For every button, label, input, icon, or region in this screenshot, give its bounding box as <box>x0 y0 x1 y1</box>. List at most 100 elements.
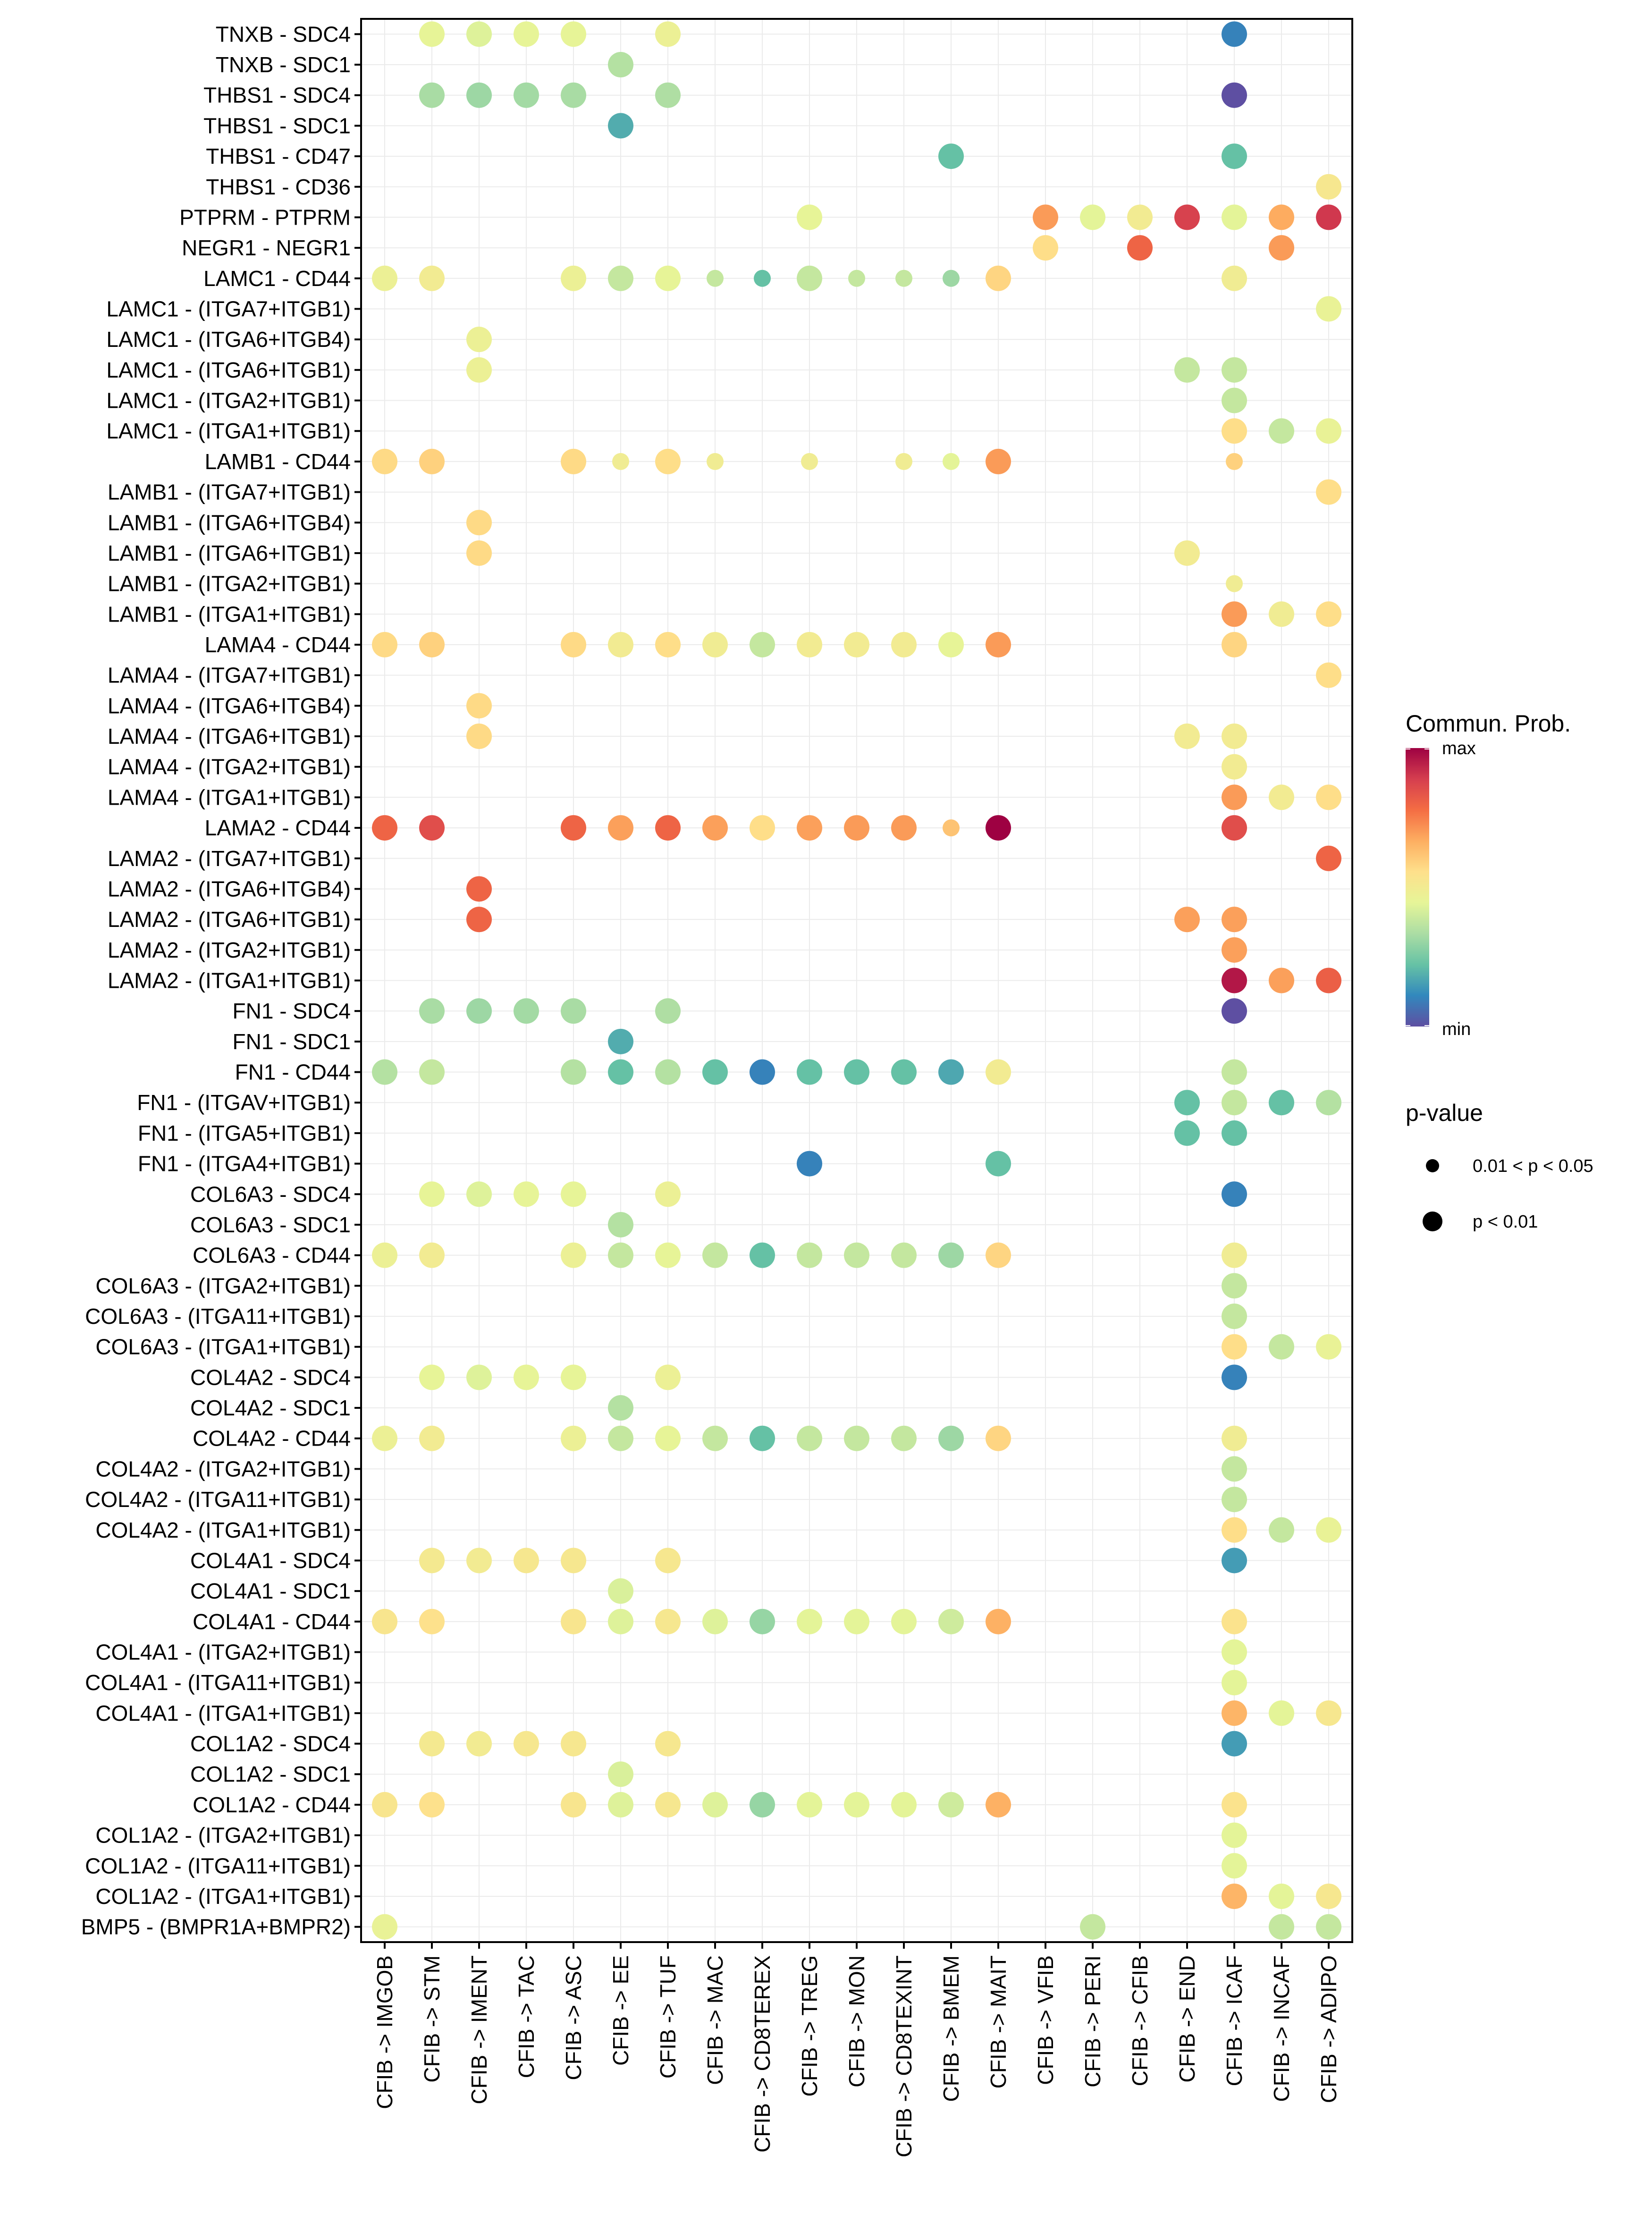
data-point <box>561 1059 586 1085</box>
data-point <box>608 113 633 139</box>
data-point <box>1222 1853 1247 1879</box>
data-point <box>514 1731 539 1757</box>
data-point <box>1222 1608 1247 1634</box>
data-point <box>655 1059 681 1085</box>
data-point <box>419 82 445 108</box>
data-point <box>514 1181 539 1207</box>
data-point <box>797 1425 822 1451</box>
data-point <box>1222 907 1247 933</box>
size-legend-label: p < 0.01 <box>1473 1212 1538 1232</box>
data-point <box>986 1608 1011 1634</box>
data-point <box>1222 357 1247 383</box>
data-point <box>1222 937 1247 963</box>
y-tick-label: LAMC1 - CD44 <box>203 266 351 291</box>
y-tick-label: COL6A3 - SDC1 <box>190 1212 351 1237</box>
data-point <box>1174 1120 1200 1146</box>
data-point <box>419 21 445 47</box>
data-point <box>938 1059 964 1085</box>
y-tick-label: THBS1 - CD47 <box>206 144 351 168</box>
data-point <box>608 815 633 841</box>
data-point <box>372 1425 397 1451</box>
x-tick-label: CFIB -> IMENT <box>467 1955 491 2104</box>
data-point <box>419 448 445 474</box>
data-point <box>608 1395 633 1421</box>
y-tick-label: LAMB1 - (ITGA1+ITGB1) <box>108 602 351 626</box>
data-point <box>1222 1517 1247 1543</box>
data-point <box>1269 204 1294 230</box>
x-tick-label: CFIB -> TUF <box>656 1955 680 2079</box>
data-point <box>466 1731 492 1757</box>
data-point <box>895 269 912 287</box>
data-point <box>938 1242 964 1268</box>
y-tick-label: LAMC1 - (ITGA7+ITGB1) <box>106 296 351 321</box>
data-point <box>372 1242 397 1268</box>
data-point <box>419 1731 445 1757</box>
data-point <box>1222 1059 1247 1085</box>
x-tick-label: CFIB -> TAC <box>514 1955 539 2078</box>
y-tick-label: COL4A2 - (ITGA1+ITGB1) <box>95 1518 351 1542</box>
data-point <box>750 1059 775 1085</box>
data-point <box>1222 784 1247 810</box>
data-point <box>986 1059 1011 1085</box>
y-tick-label: FN1 - SDC4 <box>233 999 351 1023</box>
y-tick-label: COL6A3 - CD44 <box>193 1243 351 1268</box>
data-point <box>1316 968 1341 993</box>
y-tick-label: COL4A1 - SDC1 <box>190 1579 351 1603</box>
x-tick-label: CFIB -> END <box>1175 1955 1199 2083</box>
y-tick-label: LAMC1 - (ITGA1+ITGB1) <box>106 419 351 443</box>
data-point <box>750 1425 775 1451</box>
data-point <box>655 1425 681 1451</box>
data-point <box>1269 1914 1294 1940</box>
data-point <box>1269 784 1294 810</box>
data-point <box>1222 265 1247 291</box>
x-tick-label: CFIB -> CD8TEREX <box>750 1955 775 2153</box>
data-point <box>797 631 822 657</box>
data-point <box>1174 357 1200 383</box>
data-point <box>1316 296 1341 322</box>
data-point <box>561 265 586 291</box>
data-point <box>707 453 724 470</box>
data-point <box>1033 235 1058 261</box>
data-point <box>608 1242 633 1268</box>
data-point <box>1033 204 1058 230</box>
y-tick-label: COL4A2 - SDC1 <box>190 1396 351 1420</box>
data-point <box>372 1059 397 1085</box>
data-point <box>1222 1487 1247 1513</box>
data-point <box>1316 1517 1341 1543</box>
y-tick-label: FN1 - (ITGA5+ITGB1) <box>138 1121 351 1145</box>
data-point <box>986 265 1011 291</box>
y-tick-label: LAMA2 - (ITGA6+ITGB1) <box>108 907 351 932</box>
data-point <box>1222 387 1247 413</box>
data-point <box>466 82 492 108</box>
data-point <box>1222 968 1247 993</box>
x-tick-label: CFIB -> MAC <box>703 1955 727 2085</box>
data-point <box>844 1425 869 1451</box>
x-tick-label: CFIB -> BMEM <box>939 1955 963 2102</box>
data-point <box>1269 601 1294 627</box>
data-point <box>561 1242 586 1268</box>
y-tick-label: COL1A2 - (ITGA2+ITGB1) <box>95 1823 351 1848</box>
data-point <box>1222 143 1247 169</box>
data-point <box>1269 1334 1294 1360</box>
y-tick-label: FN1 - SDC1 <box>233 1029 351 1054</box>
data-point <box>702 1425 728 1451</box>
y-tick-label: NEGR1 - NEGR1 <box>182 236 351 260</box>
data-point <box>1316 1914 1341 1940</box>
data-point <box>1222 418 1247 444</box>
data-point <box>1316 1700 1341 1726</box>
size-legend-items: 0.01 < p < 0.05 p < 0.01 <box>1423 1156 1593 1232</box>
y-tick-label: LAMC1 - (ITGA6+ITGB1) <box>106 358 351 382</box>
data-point <box>655 82 681 108</box>
y-tick-label: BMP5 - (BMPR1A+BMPR2) <box>81 1915 351 1939</box>
data-point <box>608 52 633 78</box>
data-point <box>655 21 681 47</box>
data-point <box>702 1792 728 1818</box>
y-tick-label: LAMA4 - (ITGA6+ITGB4) <box>108 693 351 718</box>
data-point <box>419 815 445 841</box>
data-point <box>1127 204 1153 230</box>
data-point <box>938 143 964 169</box>
y-tick-label: COL1A2 - (ITGA11+ITGB1) <box>85 1853 351 1878</box>
data-point <box>986 631 1011 657</box>
data-point <box>561 21 586 47</box>
